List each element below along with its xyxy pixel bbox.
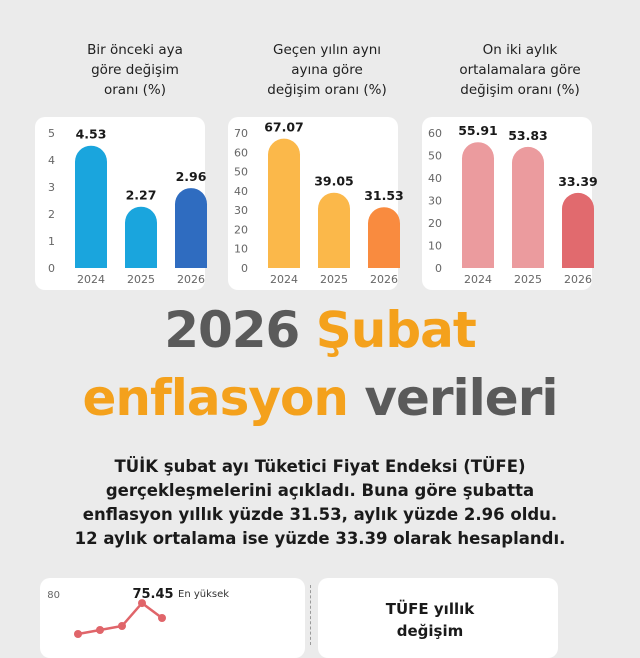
annual-change-bar-chart: 0 10 20 30 40 50 60 70 67.07 2024 39.05 2025 31.53 20… bbox=[234, 120, 404, 286]
y-tick-label: 50 bbox=[234, 166, 248, 179]
y-tick-label: 20 bbox=[428, 217, 442, 230]
y-tick-label: 30 bbox=[428, 195, 442, 208]
tufe-title-line: TÜFE yıllık bbox=[385, 600, 475, 618]
y-tick-label: 0 bbox=[241, 262, 248, 275]
bar-value-label: 67.07 bbox=[264, 120, 304, 135]
peak-value-label: 75.45 bbox=[132, 587, 173, 602]
summary-paragraph: TÜİK şubat ayı Tüketici Fiyat Endeksi (T… bbox=[30, 455, 610, 551]
y-tick-label: 4 bbox=[48, 154, 55, 167]
chart3-title-line: değişim oranı (%) bbox=[460, 82, 580, 98]
chart2-title: Geçen yılın aynı ayına göre değişim oran… bbox=[232, 40, 422, 100]
y-tick-label: 60 bbox=[234, 146, 248, 159]
x-tick-label: 2025 bbox=[127, 273, 155, 286]
bar-2026 bbox=[175, 188, 207, 268]
x-tick-label: 2025 bbox=[514, 273, 542, 286]
headline-month: Şubat bbox=[315, 301, 477, 359]
line-point bbox=[74, 630, 82, 638]
bar-2024 bbox=[268, 138, 300, 268]
summary-line: gerçekleşmelerini açıkladı. Buna göre şu… bbox=[105, 481, 535, 500]
peak-annotation: En yüksek bbox=[178, 589, 229, 600]
x-tick-label: 2025 bbox=[320, 273, 348, 286]
x-tick-label: 2024 bbox=[77, 273, 105, 286]
chart2-title-line: değişim oranı (%) bbox=[267, 82, 387, 98]
bar-2026 bbox=[368, 207, 400, 268]
line-point bbox=[118, 622, 126, 630]
bar-value-label: 39.05 bbox=[314, 174, 354, 189]
y-tick-label: 3 bbox=[48, 181, 55, 194]
x-tick-label: 2024 bbox=[464, 273, 492, 286]
y-tick-label: 60 bbox=[428, 127, 442, 140]
headline-data: verileri bbox=[347, 369, 558, 427]
bar-2024 bbox=[75, 145, 107, 268]
y-tick-label: 0 bbox=[435, 262, 442, 275]
chart3-title-line: ortalamalara göre bbox=[459, 62, 581, 78]
bar-2026 bbox=[562, 192, 594, 268]
bar-value-label: 2.96 bbox=[176, 169, 207, 184]
bar-2025 bbox=[318, 192, 350, 268]
y-tick-label: 40 bbox=[234, 185, 248, 198]
x-tick-label: 2024 bbox=[270, 273, 298, 286]
y-tick-label: 10 bbox=[234, 243, 248, 256]
y-tick-label: 50 bbox=[428, 150, 442, 163]
headline-line-2: enflasyon verileri bbox=[0, 368, 640, 428]
summary-line: TÜİK şubat ayı Tüketici Fiyat Endeksi (T… bbox=[114, 457, 526, 476]
headline-line-1: 2026 Şubat bbox=[0, 300, 640, 360]
y-tick-label: 40 bbox=[428, 172, 442, 185]
bar-2024 bbox=[462, 142, 494, 268]
annual-tufe-line-chart: 80 75.45 En yüksek bbox=[47, 587, 229, 638]
chart3-title: On iki aylık ortalamalara göre değişim o… bbox=[425, 40, 615, 100]
chart2-title-line: Geçen yılın aynı bbox=[273, 42, 381, 58]
bar-value-label: 4.53 bbox=[76, 127, 107, 142]
bar-value-label: 31.53 bbox=[364, 188, 404, 203]
bar-value-label: 33.39 bbox=[558, 174, 598, 189]
bar-2025 bbox=[125, 206, 157, 268]
headline-inflation: enflasyon bbox=[82, 369, 348, 427]
twelve-month-average-bar-chart: 0 10 20 30 40 50 60 55.91 2024 53.83 2025 33.39 2026 bbox=[428, 123, 598, 286]
line-point bbox=[96, 626, 104, 634]
summary-line: 12 aylık ortalama ise yüzde 33.39 olarak… bbox=[74, 529, 566, 548]
chart1-title-line: göre değişim bbox=[91, 62, 179, 78]
bar-value-label: 2.27 bbox=[126, 188, 157, 203]
y-tick-label: 80 bbox=[47, 590, 60, 601]
summary-line: enflasyon yıllık yüzde 31.53, aylık yüzd… bbox=[82, 505, 558, 524]
y-tick-label: 5 bbox=[48, 127, 55, 140]
chart1-title-line: Bir önceki aya bbox=[87, 42, 183, 58]
line-point bbox=[138, 599, 146, 608]
tufe-annual-change-title: TÜFE yıllık değişim bbox=[350, 598, 510, 642]
chart1-title-line: oranı (%) bbox=[103, 82, 167, 98]
dashed-divider bbox=[310, 585, 311, 645]
bar-value-label: 55.91 bbox=[458, 123, 498, 138]
y-tick-label: 30 bbox=[234, 204, 248, 217]
bar-2025 bbox=[512, 146, 544, 268]
monthly-change-bar-chart: 0 1 2 3 4 5 4.53 2024 2.27 2025 2.96 2026 bbox=[48, 127, 207, 286]
x-tick-label: 2026 bbox=[177, 273, 205, 286]
headline-year: 2026 bbox=[164, 301, 316, 359]
y-tick-label: 1 bbox=[48, 235, 55, 248]
x-tick-label: 2026 bbox=[370, 273, 398, 286]
x-tick-label: 2026 bbox=[564, 273, 592, 286]
y-tick-label: 20 bbox=[234, 223, 248, 236]
tufe-title-line: değişim bbox=[396, 622, 464, 640]
chart1-title: Bir önceki aya göre değişim oranı (%) bbox=[40, 40, 230, 100]
y-tick-label: 0 bbox=[48, 262, 55, 275]
chart2-title-line: ayına göre bbox=[291, 62, 363, 78]
y-tick-label: 2 bbox=[48, 208, 55, 221]
chart3-title-line: On iki aylık bbox=[482, 42, 558, 58]
line-point bbox=[158, 614, 166, 622]
y-tick-label: 70 bbox=[234, 127, 248, 140]
bar-value-label: 53.83 bbox=[508, 128, 548, 143]
y-tick-label: 10 bbox=[428, 240, 442, 253]
